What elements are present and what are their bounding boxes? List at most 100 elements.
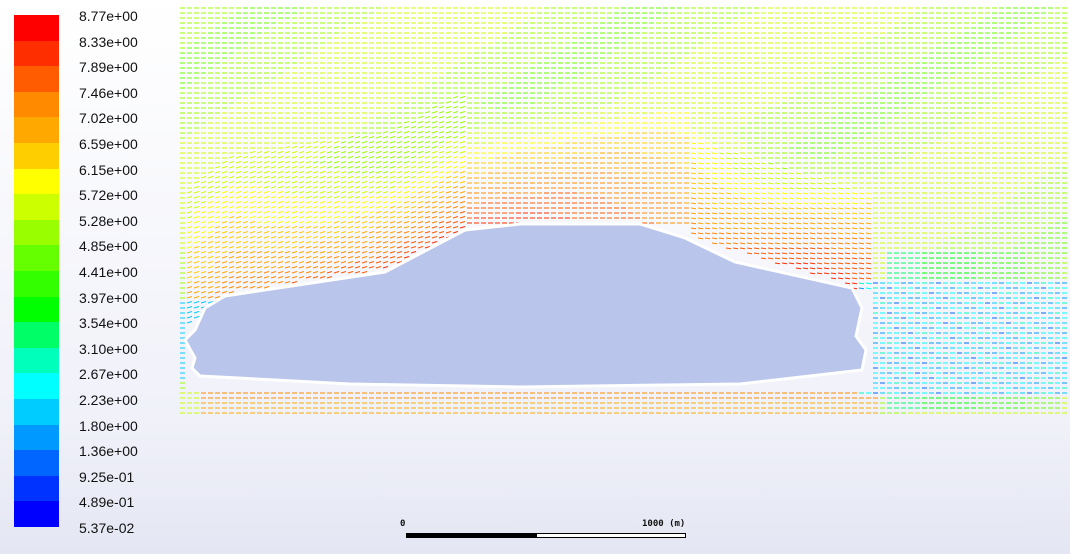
vector-arrow: [361, 176, 368, 179]
vector-arrow: [417, 191, 424, 194]
vector-arrow: [228, 166, 235, 169]
vector-arrow: [291, 146, 298, 149]
vector-arrow: [354, 146, 361, 149]
vector-arrow: [256, 151, 263, 154]
vector-arrow: [459, 96, 466, 99]
vector-arrow: [340, 186, 347, 189]
vector-arrow: [424, 196, 431, 199]
vector-arrow: [396, 151, 403, 154]
vector-arrow: [221, 171, 228, 174]
vector-arrow: [704, 157, 711, 160]
vector-arrow: [417, 196, 424, 199]
vector-arrow: [438, 121, 445, 124]
vector-arrow: [431, 186, 438, 189]
vector-arrow: [277, 186, 284, 189]
vector-arrow: [417, 146, 424, 149]
vector-arrow: [725, 182, 732, 185]
vector-arrow: [305, 191, 312, 194]
vector-arrow: [207, 176, 214, 179]
vector-arrow: [403, 156, 410, 159]
vector-arrow: [312, 176, 319, 179]
vector-arrow: [725, 192, 732, 195]
vector-arrow: [277, 161, 284, 164]
vector-arrow: [200, 191, 207, 194]
vector-arrow: [760, 167, 767, 170]
vector-arrow: [459, 181, 466, 184]
vector-arrow: [368, 191, 375, 194]
vector-arrow: [235, 161, 242, 164]
vector-arrow: [410, 121, 417, 124]
vector-arrow: [753, 197, 760, 200]
vector-arrow: [445, 201, 452, 204]
vector-arrow: [235, 166, 242, 169]
vector-arrow: [445, 176, 452, 179]
vector-arrow: [732, 157, 739, 160]
vector-arrow: [326, 166, 333, 169]
vector-arrow: [690, 187, 697, 190]
vector-arrow: [459, 201, 466, 204]
vector-arrow: [270, 181, 277, 184]
vector-arrow: [690, 142, 697, 145]
vector-arrow: [326, 191, 333, 194]
vector-arrow: [424, 166, 431, 169]
vector-arrow: [319, 171, 326, 174]
vector-arrow: [830, 182, 837, 185]
vector-arrow: [284, 166, 291, 169]
vector-arrow: [816, 182, 823, 185]
vector-arrow: [242, 186, 249, 189]
vector-arrow: [235, 171, 242, 174]
vector-arrow: [753, 187, 760, 190]
vector-arrow: [445, 111, 452, 114]
vector-arrow: [347, 166, 354, 169]
vector-arrow: [431, 156, 438, 159]
vector-arrow: [781, 167, 788, 170]
vector-arrow: [718, 182, 725, 185]
vector-arrow: [431, 171, 438, 174]
vector-arrow: [375, 136, 382, 139]
vector-arrow: [375, 186, 382, 189]
vector-arrow: [319, 151, 326, 154]
vector-arrow: [249, 171, 256, 174]
vector-arrow: [319, 166, 326, 169]
vector-arrow: [291, 186, 298, 189]
vector-arrow: [417, 151, 424, 154]
vector-arrow: [396, 161, 403, 164]
vector-arrow: [284, 161, 291, 164]
vector-arrow: [704, 182, 711, 185]
vector-arrow: [410, 161, 417, 164]
vector-arrow: [704, 177, 711, 180]
vector-arrow: [452, 106, 459, 109]
vector-arrow: [347, 141, 354, 144]
vector-arrow: [760, 177, 767, 180]
vector-arrow: [774, 192, 781, 195]
vector-arrow: [459, 126, 466, 129]
vector-arrow: [235, 186, 242, 189]
vector-arrow: [354, 176, 361, 179]
vector-arrow: [732, 187, 739, 190]
vector-arrow: [375, 181, 382, 184]
vector-arrow: [403, 136, 410, 139]
vector-arrow: [445, 136, 452, 139]
vector-arrow: [452, 156, 459, 159]
vector-arrow: [459, 111, 466, 114]
vector-arrow: [347, 176, 354, 179]
vector-arrow: [221, 166, 228, 169]
vector-arrow: [361, 146, 368, 149]
vector-arrow: [438, 156, 445, 159]
vector-arrow: [795, 172, 802, 175]
vector-arrow: [284, 181, 291, 184]
vector-arrow: [809, 192, 816, 195]
vector-arrow: [438, 171, 445, 174]
vector-arrow: [284, 146, 291, 149]
vector-arrow: [431, 106, 438, 109]
vector-arrow: [711, 182, 718, 185]
vector-arrow: [774, 167, 781, 170]
vector-arrow: [424, 126, 431, 129]
vector-arrow: [277, 191, 284, 194]
vector-arrow: [214, 171, 221, 174]
vector-arrow: [319, 196, 326, 199]
vector-arrow: [417, 116, 424, 119]
vector-arrow: [389, 171, 396, 174]
vector-arrow: [445, 181, 452, 184]
vector-arrow: [368, 146, 375, 149]
